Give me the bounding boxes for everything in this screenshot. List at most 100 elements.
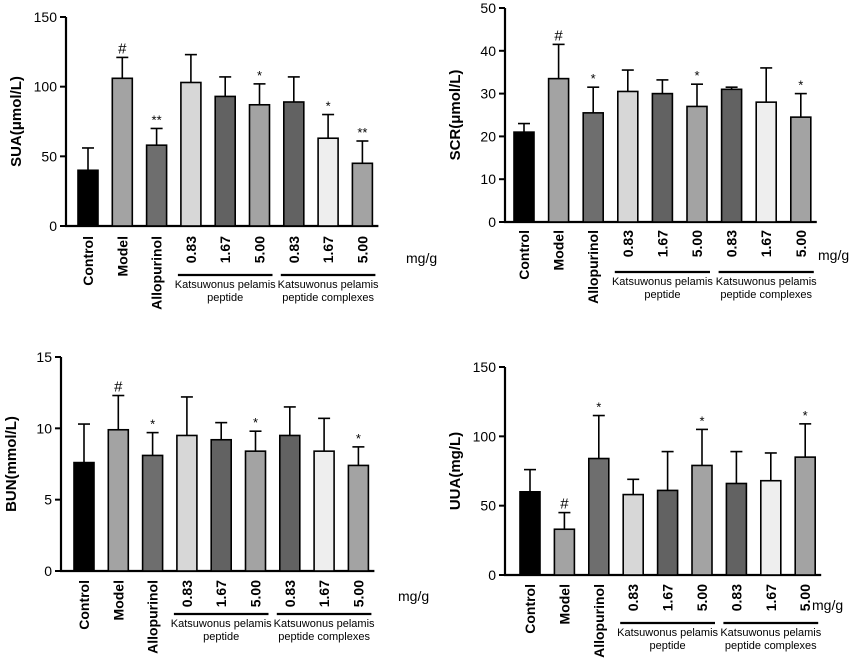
chart-panel-4: 0 50 100 150 UUA(mg/L) Control # Model * Allopuri… bbox=[447, 359, 843, 658]
category-label-5: 5.00 bbox=[694, 584, 710, 611]
category-label-1: Model bbox=[114, 236, 130, 276]
category-label-0: Control bbox=[80, 236, 96, 286]
significance-mark-5: * bbox=[253, 415, 258, 430]
bar-4 bbox=[651, 92, 674, 223]
category-label-5: 5.00 bbox=[689, 230, 705, 257]
category-label-7: 1.67 bbox=[320, 236, 336, 263]
significance-mark-1: # bbox=[554, 27, 563, 44]
y-tick-label: 50 bbox=[480, 0, 496, 16]
bar-7 bbox=[755, 101, 778, 223]
unit-label: mg/g bbox=[812, 597, 843, 613]
category-label-4: 1.67 bbox=[660, 584, 676, 611]
y-tick-label: 100 bbox=[473, 428, 497, 444]
category-label-8: 5.00 bbox=[793, 230, 809, 257]
significance-mark-2: * bbox=[591, 71, 596, 86]
category-label-2: Allopurinol bbox=[145, 580, 161, 654]
bar-8 bbox=[789, 116, 812, 223]
bar-4 bbox=[656, 489, 679, 576]
y-tick-label: 150 bbox=[473, 359, 497, 375]
bar-6 bbox=[278, 434, 301, 572]
y-tick-label: 100 bbox=[34, 79, 58, 95]
y-tick-label: 20 bbox=[480, 128, 496, 144]
bar-3 bbox=[622, 493, 645, 576]
category-label-4: 1.67 bbox=[654, 230, 670, 257]
bar-0 bbox=[77, 169, 99, 227]
group-label-0: Katsuwonus pelamis peptide bbox=[617, 627, 718, 652]
category-label-2: Allopurinol bbox=[585, 230, 601, 304]
bar-2 bbox=[141, 454, 164, 572]
category-label-5: 5.00 bbox=[248, 580, 264, 607]
y-tick-label: 50 bbox=[480, 498, 496, 514]
bar-7 bbox=[313, 450, 335, 572]
bar-7 bbox=[317, 137, 339, 227]
unit-label: mg/g bbox=[398, 588, 429, 604]
group-label-1: Katsuwonus pelamis peptide complexes bbox=[274, 618, 375, 643]
significance-mark-8: * bbox=[356, 431, 361, 446]
group-label-0: Katsuwonus pelamis peptide bbox=[175, 279, 276, 304]
y-tick-label: 10 bbox=[480, 171, 496, 187]
chart-panel-2: 0 10 20 30 40 50 SCR(μmol/L) Control # Model * Allo… bbox=[447, 0, 849, 304]
category-label-0: Control bbox=[76, 580, 92, 630]
group-label-1: Katsuwonus pelamis peptide complexes bbox=[278, 279, 379, 304]
y-axis-label: SCR(μmol/L) bbox=[447, 70, 464, 161]
category-label-6: 0.83 bbox=[286, 236, 302, 263]
significance-mark-5: * bbox=[257, 68, 262, 83]
y-tick-label: 0 bbox=[49, 218, 57, 234]
bar-6 bbox=[282, 101, 305, 227]
category-label-6: 0.83 bbox=[282, 580, 298, 607]
category-label-5: 5.00 bbox=[252, 236, 268, 263]
category-label-7: 1.67 bbox=[316, 580, 332, 607]
bar-2 bbox=[587, 457, 610, 576]
y-tick-label: 150 bbox=[34, 9, 58, 25]
category-label-6: 0.83 bbox=[724, 230, 740, 257]
bar-3 bbox=[616, 90, 639, 223]
significance-mark-1: # bbox=[560, 496, 569, 513]
category-label-4: 1.67 bbox=[217, 236, 233, 263]
bar-8 bbox=[347, 464, 370, 572]
unit-label: mg/g bbox=[818, 247, 849, 263]
bar-6 bbox=[720, 88, 743, 223]
bar-4 bbox=[214, 95, 236, 227]
bar-4 bbox=[210, 438, 232, 572]
y-tick-label: 30 bbox=[480, 86, 496, 102]
bar-1 bbox=[107, 428, 130, 572]
category-label-1: Model bbox=[551, 230, 567, 270]
bar-0 bbox=[73, 461, 95, 572]
bar-8 bbox=[351, 162, 374, 227]
y-tick-label: 40 bbox=[480, 43, 496, 59]
category-label-8: 5.00 bbox=[350, 580, 366, 607]
bar-8 bbox=[794, 456, 817, 576]
bar-5 bbox=[244, 450, 267, 572]
category-label-3: 0.83 bbox=[625, 584, 641, 611]
significance-mark-2: * bbox=[596, 400, 601, 415]
bar-0 bbox=[513, 131, 535, 223]
group-label-0: Katsuwonus pelamis peptide bbox=[612, 276, 713, 301]
bar-5 bbox=[248, 103, 271, 227]
category-label-2: Allopurinol bbox=[591, 584, 607, 658]
category-label-8: 5.00 bbox=[797, 584, 813, 611]
significance-mark-1: # bbox=[118, 40, 127, 57]
significance-mark-8: ** bbox=[357, 125, 367, 140]
category-label-1: Model bbox=[556, 584, 572, 624]
bar-1 bbox=[547, 77, 570, 223]
significance-mark-8: * bbox=[803, 408, 808, 423]
category-label-2: Allopurinol bbox=[149, 236, 165, 310]
bar-3 bbox=[180, 81, 202, 227]
significance-mark-5: * bbox=[694, 68, 699, 83]
significance-mark-1: # bbox=[114, 379, 123, 396]
significance-mark-2: ** bbox=[152, 112, 162, 127]
y-tick-label: 15 bbox=[36, 349, 52, 365]
significance-mark-2: * bbox=[150, 417, 155, 432]
group-label-1: Katsuwonus pelamis peptide complexes bbox=[720, 627, 821, 652]
category-label-0: Control bbox=[516, 230, 532, 280]
y-tick-label: 0 bbox=[44, 563, 52, 579]
bar-1 bbox=[111, 77, 134, 227]
category-label-4: 1.67 bbox=[213, 580, 229, 607]
bar-0 bbox=[519, 490, 541, 576]
bar-1 bbox=[553, 528, 576, 576]
bar-2 bbox=[582, 112, 605, 223]
y-tick-label: 10 bbox=[36, 420, 52, 436]
category-label-1: Model bbox=[110, 580, 126, 620]
chart-panel-3: 0 5 10 15 BUN(mmol/L) Control # Model * Allopurin… bbox=[3, 349, 429, 654]
group-label-0: Katsuwonus pelamis peptide bbox=[171, 618, 272, 643]
